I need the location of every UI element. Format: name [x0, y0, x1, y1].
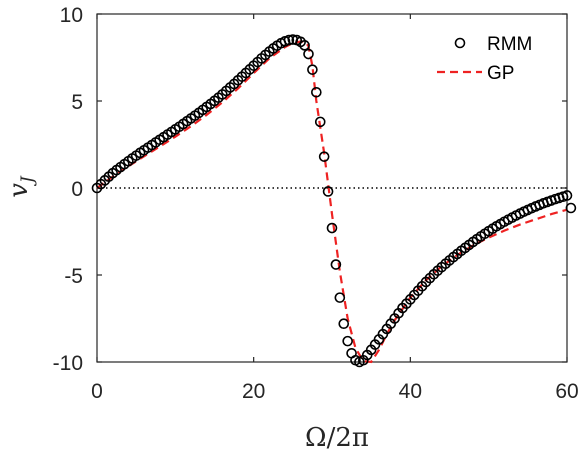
x-tick-label: 20	[242, 380, 265, 403]
x-tick-label: 60	[555, 380, 578, 403]
legend-rmm-label: RMM	[487, 34, 532, 55]
rmm-point	[565, 202, 577, 214]
rmm-point	[322, 186, 334, 197]
y-axis-ticks: 10 5 0 -5 -10	[53, 4, 567, 375]
x-axis-title: Ω/2π	[305, 423, 369, 453]
y-tick-label: 0	[71, 178, 83, 201]
y-axis-title-base: v	[4, 183, 34, 198]
rmm-point	[307, 64, 318, 75]
y-axis-title: vJ	[4, 175, 38, 198]
y-axis-title-subscript: J	[18, 175, 38, 186]
rmm-point	[314, 116, 326, 128]
gp-series	[96, 40, 568, 364]
y-tick-label: -5	[64, 265, 83, 288]
rmm-point	[326, 222, 338, 234]
y-tick-label: 10	[60, 4, 83, 27]
y-tick-label: 5	[71, 91, 83, 114]
gp-line	[96, 40, 568, 364]
x-axis-ticks: 0 20 40 60	[91, 14, 579, 403]
rmm-point	[299, 40, 310, 51]
legend-gp-label: GP	[487, 63, 514, 84]
rmm-point	[318, 151, 330, 162]
rmm-point	[330, 259, 342, 270]
rmm-point	[342, 335, 353, 347]
x-tick-label: 40	[399, 380, 422, 403]
legend: RMM GP	[437, 34, 532, 84]
rmm-point	[303, 48, 314, 60]
rmm-point	[338, 318, 350, 330]
rmm-point	[283, 34, 295, 46]
rmm-point	[311, 87, 322, 98]
rmm-point	[561, 190, 573, 201]
x-tick-label: 0	[91, 380, 103, 403]
rmm-series	[91, 34, 577, 368]
legend-rmm-marker	[454, 37, 466, 49]
rmm-point	[334, 292, 346, 303]
y-tick-label: -10	[53, 352, 83, 375]
